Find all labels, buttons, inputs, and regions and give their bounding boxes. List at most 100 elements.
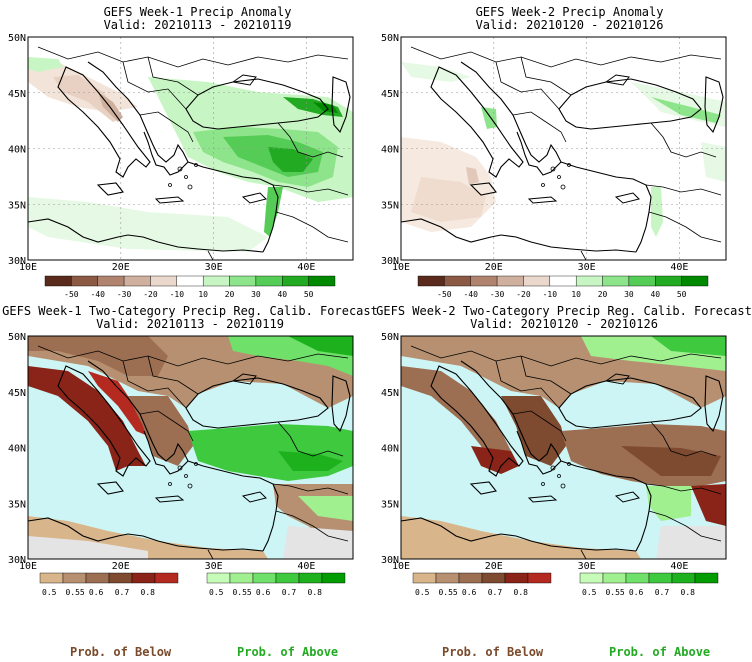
panel-3-valid: Valid: 20210113 - 20210119 [96,317,284,331]
lon-label-3-1: 20E [485,561,503,572]
lon-label-0-1: 20E [112,262,130,273]
anomaly-tick-0-2: -30 [117,290,132,299]
prob-above-label: Prob. of Above [237,645,339,659]
lat-label-3-0: 50N [381,332,399,343]
anomaly-swatch-1-9 [655,275,682,287]
above_colorbar-swatch-1-2 [625,572,650,584]
below_colorbar-tick-0-0: 0.5 [42,588,57,597]
lat-label-1-1: 45N [381,89,399,100]
below_colorbar-tick-1-3: 0.7 [488,588,503,597]
above_colorbar-tick-0-1: 0.55 [232,588,251,597]
lon-label-2-2: 30E [205,561,223,572]
lon-label-0-2: 30E [205,262,223,273]
anomaly-swatch-1-4 [523,275,551,287]
lat-label-2-2: 40N [8,444,26,455]
anomaly-swatch-0-5 [176,275,204,287]
anomaly-tick-0-3: -20 [143,290,158,299]
lon-label-2-0: 10E [19,561,37,572]
lat-label-3-3: 35N [381,499,399,510]
panel-3-heading: GEFS Week-1 Two-Category Precip Reg. Cal… [2,304,378,318]
above_colorbar-tick-0-2: 0.6 [256,588,271,597]
lon-label-1-2: 30E [578,262,596,273]
lat-label-2-4: 30N [8,555,26,566]
above_colorbar-swatch-1-1 [602,572,627,584]
anomaly-tick-1-3: -20 [516,290,531,299]
anomaly-swatch-0-10 [308,275,336,287]
above_colorbar-tick-1-4: 0.8 [681,588,696,597]
below_colorbar-tick-1-1: 0.55 [438,588,457,597]
anomaly-tick-0-4: -10 [170,290,185,299]
anomaly-swatch-0-6 [202,275,230,287]
panel-4-valid: Valid: 20210120 - 20210126 [470,317,658,331]
panel-4-heading: GEFS Week-2 Two-Category Precip Reg. Cal… [376,304,752,318]
above_colorbar-tick-0-3: 0.7 [282,588,297,597]
anomaly-swatch-0-7 [229,275,257,287]
anomaly-swatch-1-0 [417,275,445,287]
lat-label-1-4: 30N [381,256,399,267]
anomaly-swatch-0-9 [282,275,309,287]
lon-label-3-0: 10E [392,561,410,572]
anomaly-swatch-1-5 [549,275,577,287]
below_colorbar-swatch-0-2 [85,572,110,584]
above_colorbar-tick-1-3: 0.7 [655,588,670,597]
anomaly-swatch-0-3 [123,275,151,287]
lat-label-3-2: 40N [381,444,399,455]
panel-2-title: GEFS Week-2 Precip Anomaly Valid: 202101… [412,6,727,32]
panel-2-valid: Valid: 20210120 - 20210126 [475,18,664,32]
above_colorbar-swatch-0-5 [321,572,346,584]
anomaly-tick-1-6: 20 [598,290,608,299]
anomaly-tick-0-5: 10 [198,290,208,299]
below_colorbar-tick-0-1: 0.55 [65,588,84,597]
anomaly-tick-0-8: 40 [277,290,287,299]
panel-2-heading: GEFS Week-2 Precip Anomaly [475,5,664,19]
anomaly-swatch-1-6 [575,275,603,287]
above_colorbar-swatch-0-4 [298,572,323,584]
panel-1-title: GEFS Week-1 Precip Anomaly Valid: 202101… [40,6,355,32]
anomaly-tick-0-9: 50 [304,290,314,299]
panel-3-map [28,336,353,559]
above_colorbar-swatch-0-3 [275,572,300,584]
lon-label-2-3: 40E [297,561,315,572]
prob-below-label: Prob. of Below [70,645,172,659]
anomaly-swatch-1-2 [470,275,498,287]
above_colorbar-swatch-1-3 [648,572,673,584]
lat-label-0-2: 40N [8,145,26,156]
below_colorbar-tick-0-2: 0.6 [89,588,104,597]
anomaly-swatch-0-2 [97,275,125,287]
lat-label-0-0: 50N [8,33,26,44]
panel-1-heading: GEFS Week-1 Precip Anomaly [103,5,292,19]
above_colorbar-swatch-0-0 [206,572,231,584]
anomaly-swatch-0-4 [150,275,178,287]
below_colorbar-swatch-1-5 [527,572,552,584]
lat-label-2-3: 35N [8,499,26,510]
below_colorbar-tick-1-0: 0.5 [415,588,430,597]
anomaly-swatch-1-3 [496,275,524,287]
lon-label-3-2: 30E [578,561,596,572]
anomaly-tick-1-9: 50 [677,290,687,299]
lat-label-0-4: 30N [8,256,26,267]
lat-label-2-0: 50N [8,332,26,343]
below_colorbar-swatch-0-3 [108,572,133,584]
lat-label-1-2: 40N [381,145,399,156]
panel-4-title: GEFS Week-2 Two-Category Precip Reg. Cal… [376,305,752,331]
above_colorbar-swatch-0-2 [252,572,277,584]
below_colorbar-swatch-1-1 [435,572,460,584]
anomaly-tick-1-5: 10 [571,290,581,299]
below_colorbar-swatch-1-4 [504,572,529,584]
above_colorbar-tick-1-2: 0.6 [629,588,644,597]
above_colorbar-swatch-1-5 [694,572,719,584]
anomaly-tick-1-1: -40 [464,290,479,299]
anomaly-tick-1-0: -50 [437,290,452,299]
panel-1-valid: Valid: 20210113 - 20210119 [103,18,292,32]
anomaly-tick-1-7: 30 [624,290,634,299]
lon-label-2-1: 20E [112,561,130,572]
lon-label-1-3: 40E [670,262,688,273]
panel-4-map [401,336,726,559]
anomaly-swatch-1-8 [628,275,656,287]
anomaly-tick-1-4: -10 [543,290,558,299]
above_colorbar-tick-0-4: 0.8 [308,588,323,597]
lon-label-1-0: 10E [392,262,410,273]
above_colorbar-swatch-0-1 [229,572,254,584]
below_colorbar-tick-0-4: 0.8 [141,588,156,597]
